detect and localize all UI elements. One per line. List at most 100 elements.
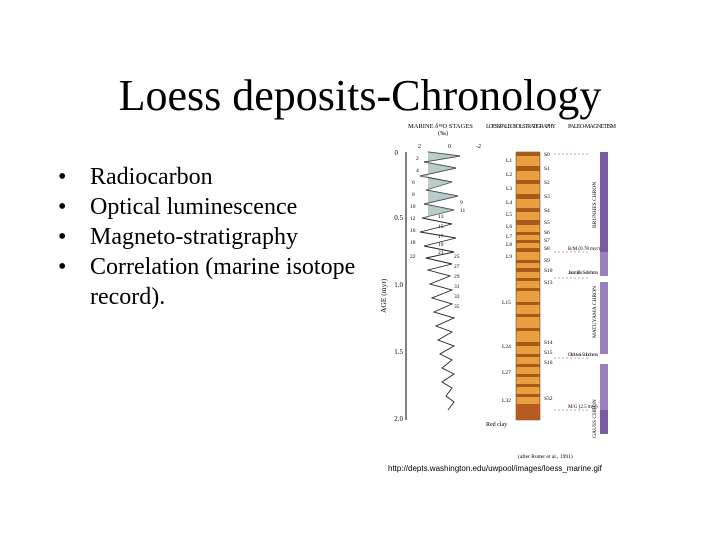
top-scale-label: 2 — [418, 144, 421, 150]
stage-number: 35 — [454, 304, 460, 310]
top-scale-label: 0 — [448, 144, 451, 150]
stage-number: 8 — [412, 192, 415, 198]
bullet-dot: • — [58, 224, 67, 250]
stage-number: 10 — [410, 204, 416, 210]
paleosol-label: S1 — [544, 166, 550, 172]
bullet-dot: • — [58, 164, 67, 190]
stage-number: 2 — [416, 156, 419, 162]
axis-tick-label: 1.5 — [394, 348, 403, 356]
bullet-item: • Magneto-stratigraphy — [58, 222, 358, 252]
red-clay-base — [516, 404, 540, 420]
paleosol-label: S5 — [544, 220, 550, 226]
header-loess: LOESS/PALEOSOL STRATIGRAPHY — [486, 124, 557, 130]
loess-label: L9 — [506, 254, 512, 260]
paleosol-label: S4 — [544, 208, 550, 214]
loess-column — [515, 151, 541, 421]
stage-number: 17 — [438, 234, 444, 240]
loess-label: L8 — [506, 242, 512, 248]
header-marine-sub: (‰) — [438, 130, 448, 137]
stage-number: 4 — [416, 168, 419, 174]
stage-number: 9 — [460, 200, 463, 206]
event-label: M/G (2.5 myr) — [568, 405, 598, 410]
loess-label: L1 — [506, 158, 512, 164]
matuyama-chron-bar — [600, 252, 608, 410]
axis-tick-label: 1.0 — [394, 281, 403, 289]
paleosol-label: S2 — [544, 180, 550, 186]
paleosol-label: S15 — [544, 350, 553, 356]
chron-label: MATUYAMA CHRON — [592, 286, 598, 338]
chron-label: GAUSS CHRON — [592, 399, 598, 438]
axis-tick-label: 0 — [395, 149, 399, 157]
stage-number: 33 — [454, 294, 460, 300]
stage-number: 22 — [410, 254, 416, 260]
stage-number: 25 — [454, 254, 460, 260]
correlation-lines — [554, 153, 590, 411]
event-label: Olduvai Subchron — [568, 353, 599, 358]
paleosol-label: S16 — [544, 360, 553, 366]
paleosol-label: S9 — [544, 258, 550, 264]
loess-label: L3 — [506, 186, 512, 192]
axis-label: AGE (myr) — [379, 278, 388, 313]
stage-number: 16 — [410, 228, 416, 234]
event-label: Jaramillo Subchron — [568, 271, 599, 276]
stage-number: 13 — [438, 214, 444, 220]
stage-number: 6 — [412, 180, 415, 186]
stage-number: 27 — [454, 264, 460, 270]
bullet-item: • Optical luminescence — [58, 192, 358, 222]
top-scale-label: -2 — [476, 144, 481, 150]
stage-number: 29 — [454, 274, 460, 280]
slide-title: Loess deposits-Chronology — [118, 71, 602, 120]
bullet-list: • Radiocarbon • Optical luminescence • Magn… — [58, 162, 358, 312]
bullet-dot: • — [58, 194, 67, 220]
bullet-item: • Correlation (marine isotope record). — [58, 252, 358, 312]
paleosol-label: S10 — [544, 268, 553, 274]
paleosol-label: S3 — [544, 194, 550, 200]
chron-label: BRUNHES CHRON — [592, 182, 598, 228]
bullet-item: • Radiocarbon — [58, 162, 358, 192]
stage-number: 31 — [454, 284, 460, 290]
header-paleo: PALEO-MAGNETISM — [568, 124, 617, 130]
loess-label: L32 — [502, 398, 511, 404]
red-clay-label: Red clay — [486, 422, 507, 428]
stage-number: 18 — [410, 240, 416, 246]
axis-tick-label: 2.0 — [394, 415, 403, 423]
figure-citation: (after Rutter et al., 1991) — [518, 453, 573, 460]
paleosol-label: S8 — [544, 246, 550, 252]
paleosol-label: S13 — [544, 280, 553, 286]
bullet-text: Radiocarbon — [90, 164, 213, 190]
bullet-text: Magneto-stratigraphy — [90, 224, 298, 250]
paleosol-label: S6 — [544, 230, 550, 236]
paleosol-label: S32 — [544, 396, 553, 402]
stage-number: 21 — [438, 250, 444, 256]
header-marine: MARINE δ¹⁸O STAGES — [408, 123, 473, 130]
paleosol-label: S14 — [544, 340, 553, 346]
loess-label: L24 — [502, 344, 511, 350]
loess-label: L4 — [506, 200, 512, 206]
axis-tick-label: 0.5 — [394, 214, 403, 222]
loess-label: L2 — [506, 172, 512, 178]
paleosol-bands — [516, 152, 540, 397]
bullet-text: Optical luminescence — [90, 194, 298, 220]
loess-label: L27 — [502, 370, 511, 376]
gauss-chron-bar — [600, 410, 608, 434]
image-credit-url: http://depts.washington.edu/uwpool/image… — [388, 464, 602, 473]
event-label: B/M (0.78 myr) — [568, 247, 600, 252]
bullet-dot: • — [58, 254, 67, 280]
stage-number: 19 — [438, 242, 444, 248]
stage-number: 15 — [438, 224, 444, 230]
stage-number: 11 — [460, 208, 466, 214]
paleosol-label: S7 — [544, 238, 550, 244]
bullet-text: Correlation (marine isotope record). — [90, 254, 356, 310]
loess-chronology-figure: MARINE δ¹⁸O STAGES (‰) LOESS/PALEOSOL ST… — [379, 123, 617, 460]
loess-label: L15 — [502, 300, 511, 306]
paleosol-label: S0 — [544, 152, 550, 158]
marine-isotope-curve — [419, 151, 461, 411]
loess-label: L6 — [506, 224, 512, 230]
brunhes-chron-bar — [600, 152, 608, 252]
loess-label: L7 — [506, 234, 512, 240]
jaramillo-band — [600, 276, 608, 282]
olduvai-band — [600, 354, 608, 364]
stage-number: 12 — [410, 216, 416, 222]
marine-curve-fill — [420, 152, 460, 218]
loess-label: L5 — [506, 212, 512, 218]
